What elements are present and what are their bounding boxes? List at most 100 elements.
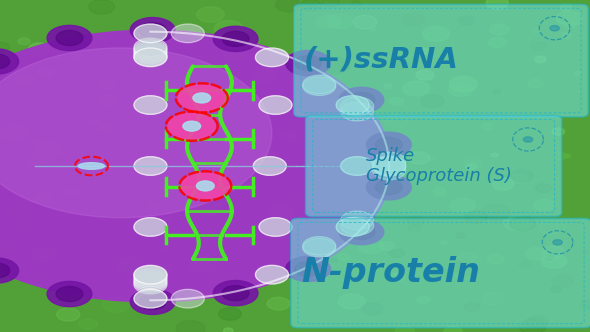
Circle shape	[178, 85, 225, 111]
Circle shape	[564, 154, 571, 158]
Circle shape	[130, 18, 175, 43]
Text: (+)ssRNA: (+)ssRNA	[304, 46, 459, 74]
Circle shape	[252, 68, 277, 82]
Circle shape	[134, 24, 167, 42]
Circle shape	[196, 7, 224, 22]
Circle shape	[253, 157, 286, 175]
Circle shape	[18, 38, 30, 45]
Circle shape	[134, 274, 167, 292]
FancyBboxPatch shape	[294, 4, 588, 117]
Circle shape	[102, 296, 130, 312]
Circle shape	[531, 42, 546, 50]
Circle shape	[152, 26, 162, 31]
Circle shape	[565, 21, 578, 29]
Circle shape	[338, 254, 350, 260]
Circle shape	[196, 181, 214, 191]
Circle shape	[432, 268, 448, 277]
Circle shape	[223, 46, 247, 59]
Circle shape	[340, 157, 373, 175]
Circle shape	[574, 71, 581, 75]
Circle shape	[321, 276, 327, 279]
Circle shape	[37, 68, 53, 78]
Circle shape	[561, 32, 572, 38]
Circle shape	[218, 188, 235, 198]
Circle shape	[255, 48, 289, 67]
Circle shape	[417, 296, 430, 303]
Circle shape	[336, 96, 369, 114]
Circle shape	[168, 113, 215, 139]
Circle shape	[348, 231, 360, 238]
Circle shape	[336, 218, 369, 236]
Circle shape	[183, 121, 201, 131]
Circle shape	[134, 48, 167, 67]
Circle shape	[487, 254, 504, 263]
Circle shape	[134, 96, 167, 114]
Circle shape	[450, 198, 476, 212]
Circle shape	[222, 286, 249, 301]
Circle shape	[303, 77, 336, 96]
Circle shape	[286, 50, 330, 76]
Circle shape	[359, 186, 378, 197]
Circle shape	[164, 217, 172, 221]
Circle shape	[408, 225, 421, 232]
Circle shape	[373, 158, 406, 176]
Circle shape	[224, 328, 233, 332]
Circle shape	[8, 218, 30, 230]
Circle shape	[219, 307, 241, 320]
Circle shape	[490, 24, 509, 35]
Circle shape	[0, 238, 18, 252]
Circle shape	[389, 174, 400, 180]
Circle shape	[322, 58, 350, 74]
Circle shape	[375, 137, 402, 152]
Circle shape	[264, 150, 277, 158]
Circle shape	[536, 184, 551, 193]
Circle shape	[459, 253, 476, 262]
Circle shape	[301, 53, 322, 65]
Circle shape	[47, 25, 92, 50]
Circle shape	[380, 242, 395, 250]
Circle shape	[171, 24, 204, 42]
Circle shape	[31, 139, 42, 145]
Circle shape	[332, 259, 337, 262]
Circle shape	[553, 152, 567, 160]
Circle shape	[0, 49, 19, 74]
Circle shape	[1, 124, 29, 140]
Circle shape	[541, 246, 565, 259]
Circle shape	[134, 290, 167, 308]
Circle shape	[428, 156, 435, 160]
Circle shape	[163, 248, 169, 252]
Circle shape	[0, 48, 272, 218]
Circle shape	[301, 0, 322, 11]
Circle shape	[269, 203, 294, 218]
Circle shape	[332, 117, 355, 130]
Circle shape	[182, 173, 229, 199]
Circle shape	[281, 130, 299, 141]
Circle shape	[340, 157, 373, 175]
Circle shape	[117, 257, 145, 273]
Circle shape	[511, 169, 533, 182]
Circle shape	[294, 119, 306, 126]
Circle shape	[0, 30, 392, 302]
Circle shape	[134, 272, 167, 290]
Circle shape	[98, 123, 114, 131]
Circle shape	[338, 294, 365, 309]
Circle shape	[358, 239, 384, 253]
Circle shape	[259, 96, 292, 114]
Circle shape	[373, 156, 406, 174]
Circle shape	[278, 211, 293, 219]
Circle shape	[444, 326, 462, 332]
Circle shape	[491, 153, 498, 157]
Circle shape	[466, 164, 477, 170]
Circle shape	[145, 264, 171, 278]
Circle shape	[0, 42, 10, 52]
Circle shape	[527, 79, 543, 88]
Circle shape	[222, 31, 249, 46]
Circle shape	[139, 23, 166, 38]
Circle shape	[213, 281, 258, 306]
Circle shape	[134, 37, 156, 49]
Circle shape	[340, 102, 373, 121]
Circle shape	[212, 268, 237, 282]
Circle shape	[389, 98, 404, 106]
Circle shape	[56, 287, 83, 301]
Circle shape	[134, 276, 167, 294]
